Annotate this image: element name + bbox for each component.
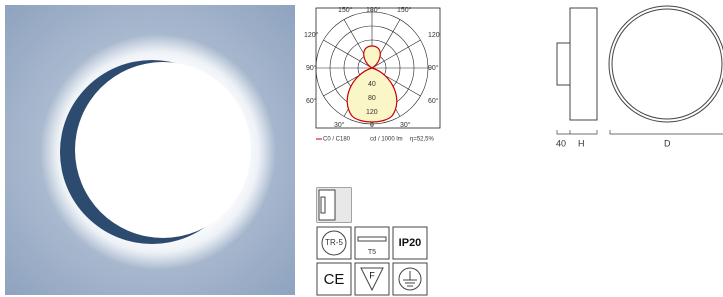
angle-label: 150° xyxy=(338,6,353,14)
angle-label: 90° xyxy=(428,64,439,72)
angle-label: 60° xyxy=(428,97,439,105)
icon-lamp: T5 xyxy=(368,249,376,256)
angle-label: 60° xyxy=(306,97,317,105)
icons: TR-5 T5 IP20 CE F xyxy=(317,188,427,295)
icon-f: F xyxy=(369,270,375,280)
radial-label: 40 xyxy=(368,81,376,88)
technical-drawing: 40 H D xyxy=(556,6,723,148)
angle-label: 120° xyxy=(304,31,319,39)
icon-tr: TR-5 xyxy=(325,238,343,247)
page: 150° 180° 150° 120° 120 90° 90° 60° 60° … xyxy=(0,0,723,297)
legend-units: cd / 1000 lm xyxy=(370,137,403,143)
polar-diagram: 150° 180° 150° 120° 120 90° 90° 60° 60° … xyxy=(304,6,440,143)
angle-label: 90° xyxy=(306,64,317,72)
radial-label: 80 xyxy=(368,95,376,102)
angle-label: 120 xyxy=(428,32,440,39)
legend-efficiency: η=52,5% xyxy=(410,137,435,143)
dimension-height: H xyxy=(578,138,585,148)
datasheet: 150° 180° 150° 120° 120 90° 90° 60° 60° … xyxy=(0,0,723,297)
angle-label: 180° xyxy=(366,6,381,14)
angle-label: 30° xyxy=(400,121,411,129)
angle-label: 0 xyxy=(370,122,374,129)
angle-label: 30° xyxy=(334,121,345,129)
angle-label: 150° xyxy=(397,6,412,14)
icon-ce: CE xyxy=(324,271,345,288)
radial-label: 120 xyxy=(366,109,378,116)
icon-ip: IP20 xyxy=(399,237,422,249)
legend-curve: C0 / C180 xyxy=(323,137,351,143)
dimension-depth: 40 xyxy=(556,138,566,148)
product-photo xyxy=(5,5,295,295)
dimension-diameter: D xyxy=(664,138,671,148)
